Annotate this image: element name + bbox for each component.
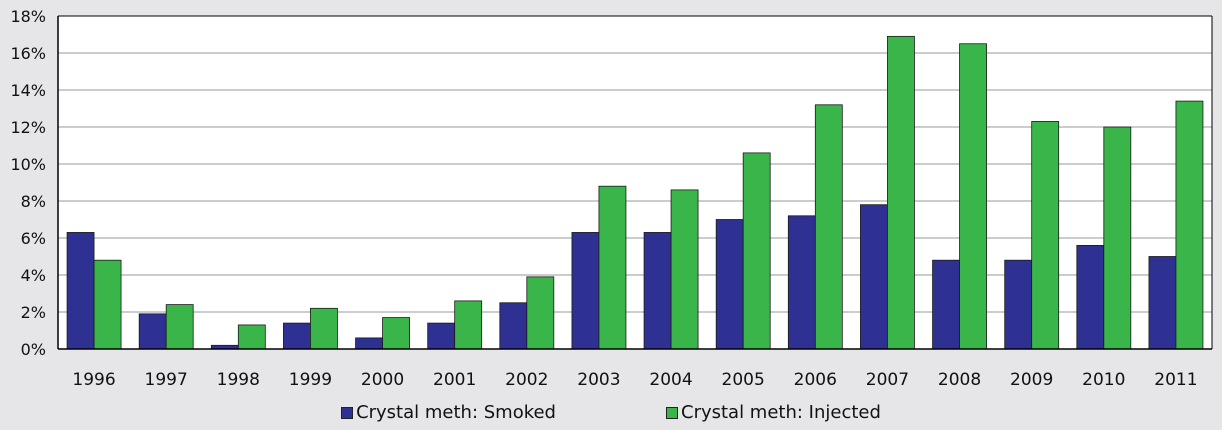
bar-smoked: [1004, 259, 1033, 350]
y-tick-label: 18%: [10, 7, 46, 26]
bar-injected: [310, 307, 338, 350]
y-tick-label: 6%: [21, 229, 46, 248]
y-tick-label: 4%: [21, 266, 46, 285]
bar-smoked: [1076, 244, 1105, 350]
y-tick-label: 2%: [21, 303, 46, 322]
bar-smoked: [787, 215, 816, 350]
bar-injected: [382, 317, 410, 350]
bar-smoked: [715, 219, 744, 350]
bar-smoked: [860, 204, 888, 350]
x-tick-label: 2000: [361, 370, 404, 390]
x-tick-label: 2005: [722, 370, 765, 390]
bar-injected: [454, 300, 483, 350]
legend-label-smoked: Crystal meth: Smoked: [356, 402, 556, 423]
legend-swatch-smoked: [341, 406, 354, 419]
y-tick-label: 8%: [21, 192, 46, 211]
bar-injected: [1175, 100, 1204, 350]
x-tick-label: 1998: [217, 370, 260, 390]
y-tick-label: 10%: [10, 155, 46, 174]
bar-smoked: [643, 232, 672, 350]
x-tick-label: 2003: [577, 370, 620, 390]
bar-smoked: [427, 322, 456, 350]
x-tick-label: 2001: [433, 370, 476, 390]
x-tick-label: 2009: [1010, 370, 1053, 390]
bar-injected: [526, 276, 555, 350]
legend-item-smoked: Crystal meth: Smoked: [341, 402, 556, 423]
x-tick-label: 2008: [938, 370, 981, 390]
bar-smoked: [932, 259, 960, 350]
bar-chart-plot: 0% 2% 4% 6% 8% 10% 12% 14% 16% 18% 1996 1997 1998 199…: [10, 7, 1213, 390]
x-tick-label: 2010: [1082, 370, 1125, 390]
bar-injected: [598, 185, 627, 350]
bar-injected: [814, 104, 843, 350]
bar-smoked: [355, 337, 383, 350]
y-tick-label: 16%: [10, 44, 46, 63]
legend-swatch-injected: [666, 406, 678, 419]
bar-injected: [670, 189, 699, 350]
bar-injected: [237, 324, 266, 350]
x-tick-label: 2011: [1154, 370, 1197, 390]
bar-injected: [742, 152, 771, 350]
legend-item-injected: Crystal meth: Injected: [666, 402, 881, 423]
bar-smoked: [138, 313, 167, 350]
x-tick-label: 1996: [72, 370, 115, 390]
y-tick-label: 0%: [21, 340, 46, 359]
bar-injected: [165, 304, 194, 350]
legend-label-injected: Crystal meth: Injected: [681, 402, 881, 423]
bar-injected: [1103, 126, 1132, 350]
y-tick-label: 12%: [10, 118, 46, 137]
x-tick-label: 2002: [505, 370, 548, 390]
y-tick-label: 14%: [10, 81, 46, 100]
x-tick-label: 2004: [649, 370, 692, 390]
bar-injected: [1031, 121, 1060, 350]
bar-injected: [959, 43, 987, 350]
bar-smoked: [283, 322, 311, 350]
x-tick-label: 1997: [145, 370, 188, 390]
bar-injected: [93, 259, 122, 350]
legend: Crystal meth: Smoked Crystal meth: Injec…: [0, 402, 1222, 423]
x-tick-label: 2007: [866, 370, 909, 390]
bar-smoked: [499, 302, 528, 350]
bar-injected: [887, 35, 915, 350]
bar-smoked: [1148, 256, 1177, 350]
bar-smoked: [66, 232, 95, 350]
x-tick-label: 1999: [289, 370, 332, 390]
x-tick-label: 2006: [794, 370, 837, 390]
bar-smoked: [571, 232, 600, 350]
